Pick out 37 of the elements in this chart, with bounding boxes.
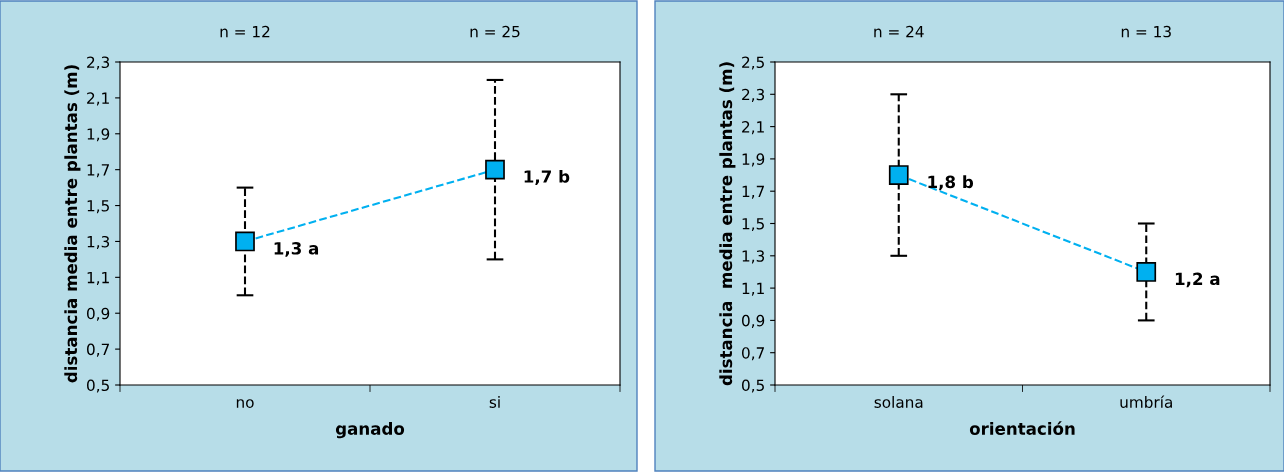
x-axis-title: ganado xyxy=(335,422,405,439)
y-tick-label: 2,1 xyxy=(87,92,109,106)
y-tick-label: 1,3 xyxy=(742,250,765,264)
text: n = 24 xyxy=(874,25,924,38)
text: n = 25 xyxy=(470,25,520,38)
y-tick-label: 2,5 xyxy=(742,56,764,70)
y-tick-label: 0,5 xyxy=(86,379,109,393)
y-tick-label: 2,1 xyxy=(742,121,764,135)
y-tick-label: 1,5 xyxy=(742,218,764,232)
y-tick-label: 0,9 xyxy=(86,307,110,321)
x-tick-label: si xyxy=(489,396,500,408)
y-tick-label: 1,1 xyxy=(87,272,109,285)
y-tick-label: 0,9 xyxy=(741,314,765,328)
x-tick-label: solana xyxy=(874,396,923,408)
y-tick-label: 1,7 xyxy=(87,164,109,178)
y-tick-label: 1,5 xyxy=(87,200,109,214)
y-axis-title: distancia media entre plantas (m) xyxy=(64,65,81,383)
y-tick-label: 0,5 xyxy=(741,379,764,393)
data-label: 1,8 b xyxy=(928,175,974,191)
text: n = 12 xyxy=(220,25,270,38)
y-tick-label: 1,3 xyxy=(87,235,110,250)
y-tick-label: 1,9 xyxy=(87,128,110,142)
data-label: 1,2 a xyxy=(1175,272,1220,288)
y-tick-label: 1,1 xyxy=(742,282,764,296)
y-tick-label: 0,7 xyxy=(741,347,764,361)
data-label: 1,7 b xyxy=(524,169,570,185)
data-label: 1,3 a xyxy=(274,242,319,257)
y-axis-title: distancia media entre plantas (m) xyxy=(719,62,736,386)
x-axis-title: orientación xyxy=(969,421,1075,435)
text: n = 13 xyxy=(1121,25,1171,38)
y-tick-label: 1,7 xyxy=(742,185,764,199)
y-tick-label: 2,3 xyxy=(742,88,765,102)
x-tick-label: no xyxy=(236,399,254,408)
x-tick-label: umbría xyxy=(1120,395,1172,408)
y-tick-label: 0,7 xyxy=(86,343,109,357)
y-tick-label: 2,3 xyxy=(87,56,110,70)
y-tick-label: 1,9 xyxy=(742,153,765,167)
